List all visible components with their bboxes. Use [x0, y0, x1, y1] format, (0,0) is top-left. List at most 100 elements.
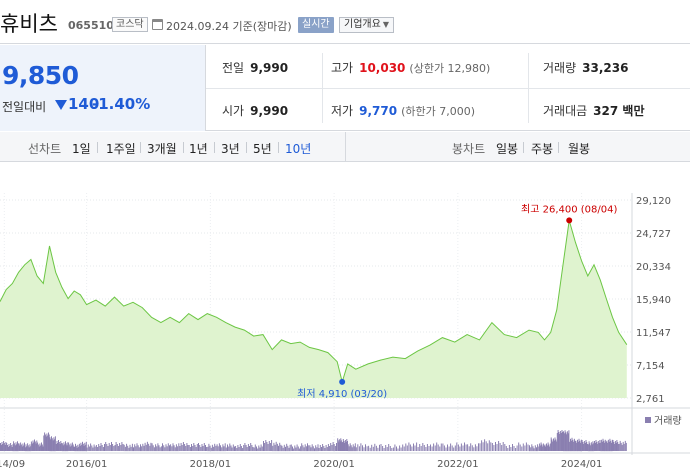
- volume-bar: [259, 447, 261, 451]
- volume-bar: [6, 443, 8, 451]
- tab-1d[interactable]: 1일: [72, 142, 91, 156]
- volume-bar: [594, 441, 595, 451]
- volume-bar: [462, 445, 464, 451]
- corp-overview-dropdown[interactable]: 기업개요 ▼: [339, 17, 394, 33]
- volume-bar: [79, 445, 81, 452]
- volume-bar: [534, 445, 536, 452]
- volume-bar: [595, 440, 597, 451]
- volume-bar: [34, 441, 36, 451]
- volume-bar: [295, 447, 297, 451]
- volume-bar: [618, 443, 620, 451]
- volume-bar: [37, 444, 39, 451]
- volume-bar: [542, 443, 544, 451]
- x-tick-label: 2024/01: [561, 459, 603, 470]
- volume-bar: [337, 440, 339, 451]
- tab-3y[interactable]: 3년: [221, 142, 240, 156]
- volume-bar: [272, 445, 274, 452]
- volume-bar: [234, 446, 235, 451]
- volume-bar: [473, 447, 475, 452]
- tab-1y[interactable]: 1년: [189, 142, 208, 156]
- volume-bar: [76, 447, 78, 452]
- volume-bar: [321, 447, 322, 451]
- price-chart[interactable]: 29,120 24,727 20,334 15,940 11,547 7,154 2,761…: [0, 163, 690, 475]
- volume-bar: [43, 435, 45, 451]
- volume-bar: [617, 442, 619, 451]
- volume-bar: [123, 444, 125, 452]
- volume-bar: [490, 442, 492, 452]
- tab-3m[interactable]: 3개월: [147, 142, 177, 156]
- volume-bar: [151, 443, 153, 452]
- volume-bar: [382, 446, 384, 451]
- volume-bar: [365, 444, 366, 452]
- volume-bar: [302, 445, 304, 452]
- volume-bar: [403, 446, 405, 451]
- volume-bar: [15, 442, 17, 452]
- volume-bar: [368, 445, 370, 452]
- volume-bar: [27, 445, 29, 452]
- volume-bar: [29, 444, 31, 452]
- tab-1w[interactable]: 1주일: [106, 142, 136, 156]
- volume-bar: [576, 442, 578, 452]
- volume-bar: [294, 445, 296, 451]
- x-tick-label: 2018/01: [190, 459, 232, 470]
- volume-bar: [202, 446, 204, 451]
- volume-bar: [157, 443, 159, 452]
- volume-bar: [594, 443, 596, 451]
- volume-bar: [560, 433, 562, 451]
- volume-bar: [169, 445, 170, 452]
- volume-bar: [459, 446, 461, 451]
- volume-bar: [372, 446, 374, 452]
- tab-monthly-candle[interactable]: 월봉: [568, 142, 591, 156]
- volume-bar: [357, 444, 359, 452]
- volume-bar: [75, 443, 76, 452]
- tab-daily-candle[interactable]: 일봉: [496, 142, 519, 156]
- volume-bar: [37, 442, 39, 451]
- tab-5y[interactable]: 5년: [253, 142, 272, 156]
- volume-bar: [342, 442, 344, 451]
- volume-bar: [13, 441, 15, 452]
- volume-bar: [20, 444, 22, 451]
- volume-bar: [24, 442, 25, 451]
- volume-bar: [2, 444, 4, 451]
- volume-bar: [224, 443, 226, 452]
- volume-bar: [106, 444, 108, 451]
- volume-bar: [84, 442, 86, 452]
- volume-bar: [468, 446, 470, 452]
- volume-bar: [581, 440, 583, 451]
- volume-bar: [18, 443, 20, 451]
- volume-bar: [512, 444, 513, 451]
- volume-bar: [590, 445, 592, 452]
- volume-bar: [32, 440, 34, 451]
- current-price: 9,850: [2, 61, 79, 90]
- volume-bar: [371, 444, 373, 452]
- volume-bar: [485, 441, 487, 452]
- volume-bar: [186, 443, 188, 451]
- volume-bar: [559, 431, 561, 451]
- volume-bar: [16, 444, 18, 452]
- volume-bar: [105, 442, 107, 451]
- volume-bar: [196, 444, 198, 451]
- volume-bar: [400, 447, 402, 451]
- volume-bar: [319, 445, 321, 451]
- volume-bar: [48, 434, 50, 451]
- volume-bar: [519, 444, 521, 451]
- volume-bar: [218, 443, 220, 452]
- realtime-button[interactable]: 실시간: [298, 17, 334, 33]
- volume-bar: [11, 447, 13, 451]
- tab-weekly-candle[interactable]: 주봉: [531, 142, 554, 156]
- volume-bar: [491, 443, 493, 451]
- tab-10y[interactable]: 10년: [285, 142, 312, 156]
- volume-bar: [624, 440, 626, 451]
- volume-bar: [100, 443, 102, 451]
- volume-bar: [553, 440, 555, 451]
- volume-bar: [75, 445, 77, 452]
- stock-code: 065510: [68, 19, 114, 32]
- volume-bar: [120, 445, 122, 451]
- volume-bar: [515, 448, 517, 451]
- volume-bar: [220, 445, 221, 452]
- volume-bar: [10, 445, 12, 451]
- volume-bar: [318, 448, 320, 451]
- volume-bar: [254, 444, 256, 451]
- volume-bar: [23, 445, 25, 451]
- volume-bar: [172, 443, 174, 452]
